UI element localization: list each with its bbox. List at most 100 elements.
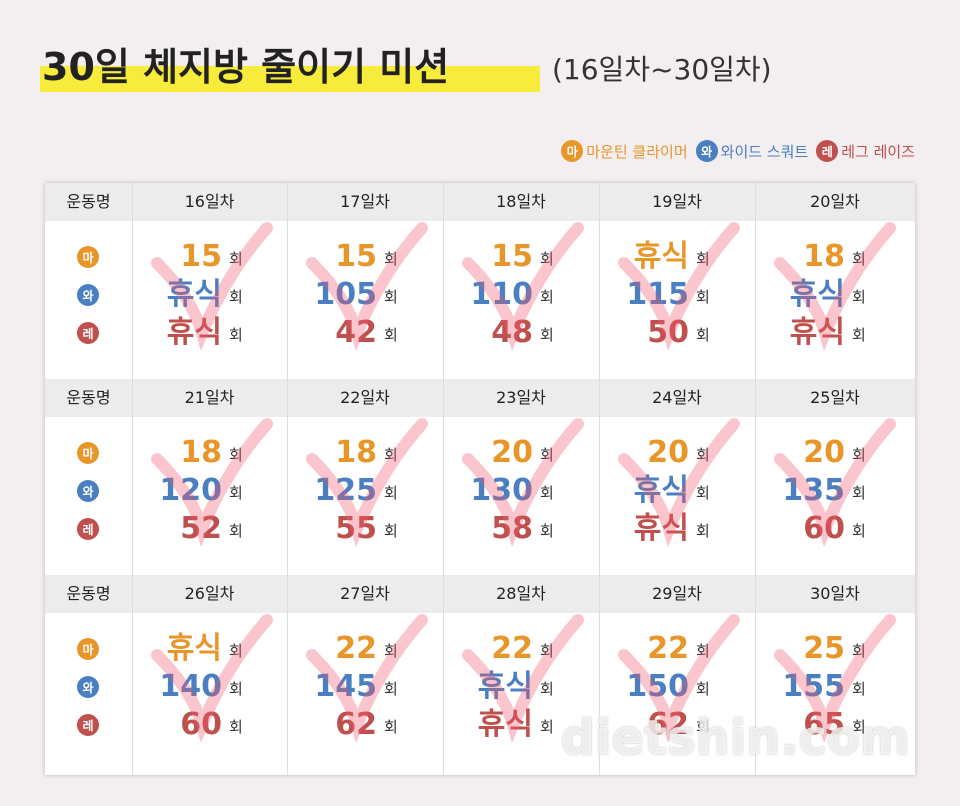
column-divider bbox=[132, 183, 133, 775]
unit: 회 bbox=[229, 446, 243, 464]
value: 20 bbox=[647, 435, 689, 470]
day-header: 30일차 bbox=[810, 584, 860, 603]
legend-icon: 레 bbox=[816, 140, 839, 162]
value: 휴식 bbox=[633, 473, 689, 508]
value: 60 bbox=[803, 511, 845, 546]
legend-icon: 마 bbox=[561, 140, 584, 162]
header-row bbox=[45, 379, 915, 417]
exercise-icon: 마 bbox=[77, 638, 99, 660]
unit: 회 bbox=[852, 642, 866, 660]
unit: 회 bbox=[384, 718, 398, 736]
unit: 회 bbox=[696, 250, 710, 268]
day-header: 29일차 bbox=[652, 584, 702, 603]
day-header: 17일차 bbox=[340, 192, 390, 211]
title: 30일 체지방 줄이기 미션 bbox=[42, 45, 450, 89]
value: 휴식 bbox=[477, 707, 533, 742]
unit: 회 bbox=[229, 484, 243, 502]
legend-label: 와이드 스쿼트 bbox=[720, 142, 809, 161]
legend-item: 마 마운틴 클라이머 bbox=[561, 140, 688, 162]
unit: 회 bbox=[696, 642, 710, 660]
unit: 회 bbox=[540, 446, 554, 464]
unit: 회 bbox=[229, 680, 243, 698]
day-header: 19일차 bbox=[652, 192, 702, 211]
value: 155 bbox=[782, 669, 845, 704]
unit: 회 bbox=[384, 326, 398, 344]
value: 62 bbox=[647, 707, 689, 742]
unit: 회 bbox=[696, 446, 710, 464]
value: 18 bbox=[180, 435, 222, 470]
legend-item: 와 와이드 스쿼트 bbox=[695, 140, 809, 162]
unit: 회 bbox=[540, 522, 554, 540]
value: 20 bbox=[803, 435, 845, 470]
value: 15 bbox=[180, 239, 222, 274]
row-header: 운동명 bbox=[66, 584, 111, 603]
watermark: dietshin.com bbox=[560, 710, 910, 766]
day-header: 21일차 bbox=[184, 388, 235, 407]
value: 22 bbox=[647, 631, 689, 666]
header-row bbox=[45, 183, 915, 221]
value: 125 bbox=[314, 473, 377, 508]
unit: 회 bbox=[384, 642, 398, 660]
column-divider bbox=[755, 183, 756, 775]
unit: 회 bbox=[229, 718, 243, 736]
value: 110 bbox=[470, 277, 533, 312]
value: 120 bbox=[159, 473, 222, 508]
value: 22 bbox=[335, 631, 377, 666]
unit: 회 bbox=[696, 288, 710, 306]
value: 18 bbox=[335, 435, 377, 470]
exercise-icon: 마 bbox=[77, 442, 99, 464]
value: 65 bbox=[803, 707, 845, 742]
unit: 회 bbox=[852, 446, 866, 464]
value: 58 bbox=[491, 511, 533, 546]
day-header: 24일차 bbox=[652, 388, 702, 407]
unit: 회 bbox=[384, 446, 398, 464]
unit: 회 bbox=[540, 484, 554, 502]
day-header: 28일차 bbox=[496, 584, 546, 603]
unit: 회 bbox=[229, 326, 243, 344]
value: 115 bbox=[626, 277, 689, 312]
value: 휴식 bbox=[166, 277, 222, 312]
unit: 회 bbox=[696, 326, 710, 344]
value: 52 bbox=[180, 511, 222, 546]
unit: 회 bbox=[384, 484, 398, 502]
value: 휴식 bbox=[789, 315, 845, 350]
legend-label: 레그 레이즈 bbox=[841, 142, 915, 161]
unit: 회 bbox=[540, 326, 554, 344]
unit: 회 bbox=[229, 250, 243, 268]
day-header: 26일차 bbox=[184, 584, 235, 603]
legend-icon: 와 bbox=[695, 140, 718, 162]
value: 42 bbox=[335, 315, 377, 350]
column-divider bbox=[599, 183, 600, 775]
unit: 회 bbox=[852, 250, 866, 268]
value: 62 bbox=[335, 707, 377, 742]
unit: 회 bbox=[852, 718, 866, 736]
value: 150 bbox=[626, 669, 689, 704]
value: 20 bbox=[491, 435, 533, 470]
unit: 회 bbox=[384, 250, 398, 268]
row-header: 운동명 bbox=[66, 388, 111, 407]
unit: 회 bbox=[852, 680, 866, 698]
unit: 회 bbox=[229, 642, 243, 660]
value: 25 bbox=[803, 631, 845, 666]
day-header: 25일차 bbox=[810, 388, 860, 407]
unit: 회 bbox=[540, 718, 554, 736]
value: 48 bbox=[491, 315, 533, 350]
unit: 회 bbox=[229, 288, 243, 306]
value: 18 bbox=[803, 239, 845, 274]
legend-item: 레 레그 레이즈 bbox=[816, 140, 915, 162]
value: 50 bbox=[647, 315, 689, 350]
value: 15 bbox=[491, 239, 533, 274]
header-row bbox=[45, 575, 915, 613]
unit: 회 bbox=[229, 522, 243, 540]
day-header: 22일차 bbox=[340, 388, 390, 407]
exercise-icon: 와 bbox=[77, 480, 99, 502]
day-header: 16일차 bbox=[184, 192, 235, 211]
unit: 회 bbox=[540, 680, 554, 698]
value: 22 bbox=[491, 631, 533, 666]
day-header: 27일차 bbox=[340, 584, 390, 603]
unit: 회 bbox=[540, 288, 554, 306]
column-divider bbox=[443, 183, 444, 775]
value: 휴식 bbox=[789, 277, 845, 312]
